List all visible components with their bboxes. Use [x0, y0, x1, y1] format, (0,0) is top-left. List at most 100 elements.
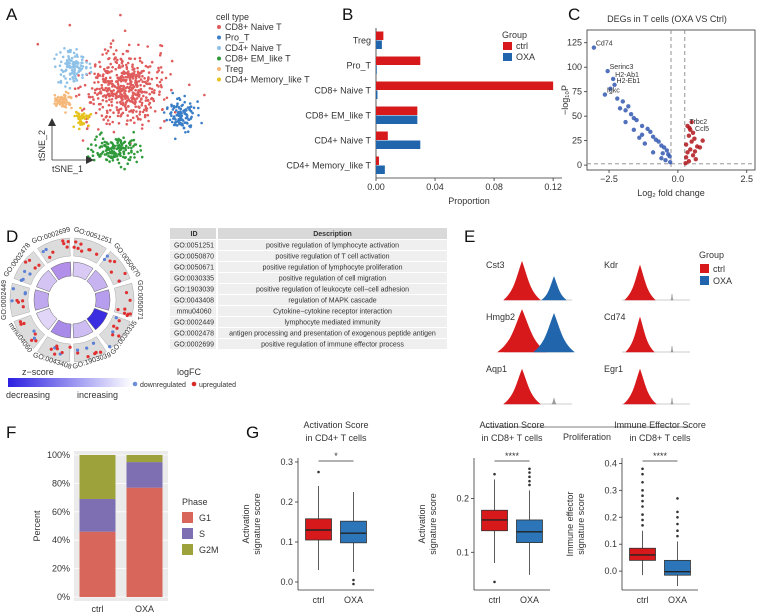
tsne-point [116, 114, 120, 118]
go-table-description: antigen processing and presentation of e… [229, 331, 436, 338]
tsne-point [90, 148, 93, 152]
volcano-point-down [661, 145, 667, 150]
go-gene-dot [117, 279, 121, 283]
go-table-cell [170, 262, 216, 272]
tsne-point [117, 161, 121, 165]
volcano-y-tick-label: 125 [567, 38, 582, 48]
tsne-point [139, 78, 143, 81]
tsne-point [107, 103, 111, 107]
tsne-point [121, 98, 124, 101]
go-gene-dot [112, 259, 117, 264]
go-table-id: GO:0002699 [174, 342, 214, 349]
bar-category-label: CD8+ Naive T [314, 86, 371, 96]
tsne-point [179, 110, 182, 113]
go-gene-dot [72, 245, 76, 249]
tsne-point [104, 76, 108, 80]
tsne-point [185, 109, 188, 112]
tsne-point [116, 89, 120, 93]
go-table-header-cell [218, 228, 447, 239]
tsne-point [147, 119, 150, 123]
tsne-point [111, 65, 114, 69]
tsne-point [89, 112, 93, 116]
go-outer-segment [73, 336, 107, 363]
go-gene-dot [91, 341, 96, 345]
box-y-axis-label: Activation [241, 504, 251, 543]
tsne-point [143, 108, 146, 112]
tsne-point [105, 109, 109, 113]
tsne-point [94, 144, 98, 147]
tsne-point [91, 150, 95, 153]
box-outlier [528, 479, 531, 483]
volcano-point-down [623, 119, 628, 125]
tsne-point [70, 65, 74, 69]
tsne-point [120, 61, 124, 65]
tsne-point [110, 100, 113, 104]
tsne-point [140, 98, 143, 101]
tsne-point [109, 76, 112, 79]
tsne-point [121, 87, 125, 90]
tsne-point [139, 87, 143, 91]
box-title: Immune Effector Score [614, 420, 706, 430]
tsne-point [95, 87, 99, 91]
box-outlier [676, 497, 679, 500]
tsne-point [96, 76, 99, 80]
tsne-point [119, 84, 123, 88]
tsne-point [159, 66, 163, 69]
tsne-point [76, 62, 80, 65]
go-gene-dot [111, 333, 115, 337]
tsne-point [101, 53, 104, 56]
tsne-point [108, 57, 111, 60]
tsne-point [115, 154, 119, 158]
go-gene-dot [117, 334, 121, 338]
tsne-point [170, 105, 173, 108]
tsne-point [87, 93, 90, 96]
tsne-point [115, 73, 119, 77]
tsne-point [177, 117, 181, 121]
box-x-tick-label: OXA [668, 595, 687, 605]
go-table-cell [170, 328, 216, 338]
box-y-axis-label: signature score [252, 493, 262, 555]
tsne-point [140, 61, 144, 64]
go-zscore-segment [72, 319, 94, 339]
go-gene-dot [32, 336, 37, 340]
tsne-point [113, 152, 117, 155]
tsne-point [64, 77, 67, 80]
stacked-segment-G1 [79, 531, 116, 597]
volcano-x-tick-label: 0.0 [672, 174, 685, 184]
tsne-point [108, 115, 112, 119]
tsne-point [168, 118, 172, 122]
tsne-point [73, 79, 76, 83]
tsne-point [75, 72, 79, 76]
tsne-point [137, 80, 141, 83]
go-term-label: GO:0050671 [136, 280, 143, 320]
tsne-point [109, 42, 113, 45]
tsne-point [140, 91, 144, 94]
tsne-point [98, 87, 101, 91]
tsne-point [118, 64, 121, 67]
tsne-point [62, 75, 66, 78]
tsne-point [77, 112, 81, 116]
tsne-point [141, 110, 145, 114]
tsne-point [126, 61, 130, 65]
tsne-point [101, 75, 105, 78]
tsne-point [170, 114, 173, 117]
tsne-point [149, 106, 152, 109]
tsne-point [110, 98, 114, 101]
volcano-point-up [690, 130, 696, 135]
tsne-point [98, 133, 102, 136]
go-gene-dot [10, 299, 14, 303]
tsne-point [81, 55, 85, 59]
tsne-point [148, 82, 152, 86]
tsne-point [78, 127, 81, 131]
box-outlier [352, 578, 355, 582]
tsne-point [140, 70, 144, 73]
go-gene-dot [93, 351, 97, 356]
box-x-tick-label: OXA [344, 595, 363, 605]
tsne-point [127, 158, 130, 161]
go-table-cell [170, 306, 216, 316]
tsne-point [161, 108, 164, 111]
tsne-legend-swatch [217, 56, 221, 61]
go-outer-segment [114, 282, 135, 318]
tsne-point [93, 81, 96, 84]
